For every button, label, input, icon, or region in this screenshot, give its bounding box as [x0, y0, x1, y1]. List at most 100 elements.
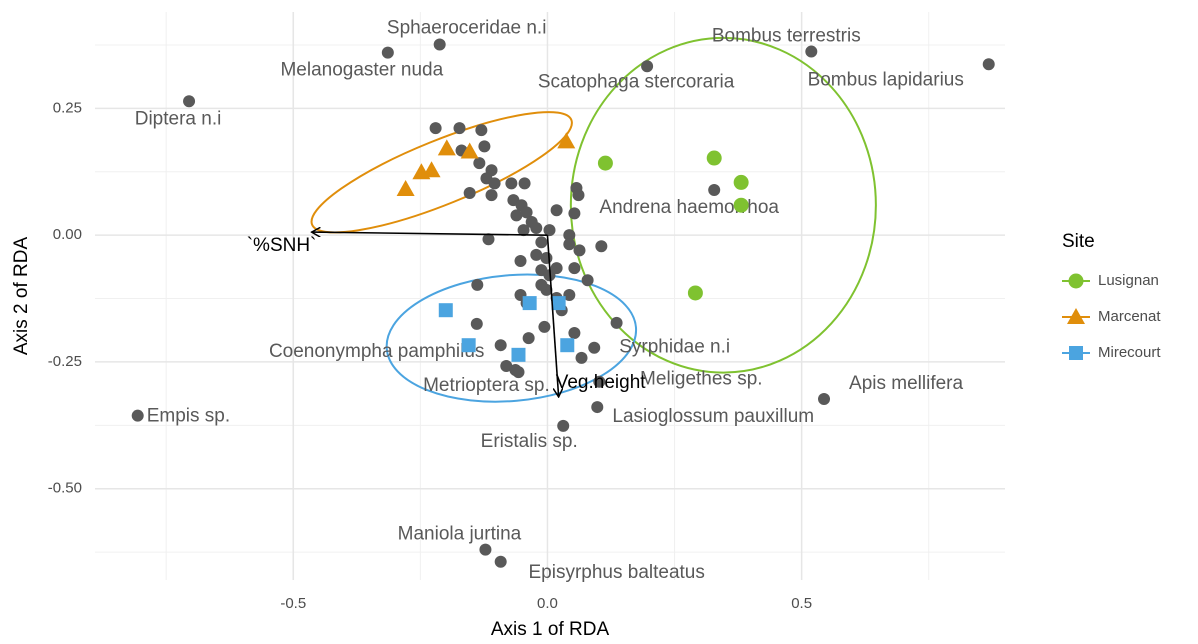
- species-point: [488, 177, 501, 190]
- site-point: [557, 132, 576, 149]
- site-point: [412, 163, 431, 180]
- site-point: [733, 197, 749, 213]
- species-point: [573, 244, 586, 257]
- species-point: [482, 233, 495, 246]
- species-point: [540, 251, 553, 264]
- species-point: [520, 206, 533, 219]
- arrow-label: `%SNH`: [247, 235, 317, 256]
- species-point: [475, 124, 488, 137]
- species-label: Coenonympha pamphilus: [269, 341, 484, 362]
- species-point: [550, 204, 563, 217]
- species-point: [557, 419, 570, 432]
- species-point: [470, 317, 483, 330]
- site-point: [597, 155, 613, 171]
- species-label: Syrphidae n.i: [619, 337, 730, 358]
- species-point: [568, 262, 581, 275]
- site-point: [422, 161, 441, 178]
- species-point: [593, 375, 606, 388]
- species-point: [568, 327, 581, 340]
- species-point: [453, 122, 466, 135]
- species-point: [591, 401, 604, 414]
- y-axis-title: Axis 2 of RDA: [11, 237, 32, 356]
- site-point: [522, 296, 537, 311]
- species-point: [818, 392, 831, 405]
- y-tick-label: -0.50: [48, 480, 82, 497]
- y-tick-label: 0.25: [53, 99, 82, 116]
- species-point: [588, 341, 601, 354]
- species-point: [500, 359, 513, 372]
- species-point: [530, 248, 543, 261]
- species-point: [494, 555, 507, 568]
- y-tick-label: -0.25: [48, 353, 82, 370]
- species-point: [514, 255, 527, 268]
- legend-marker: [1069, 346, 1083, 360]
- biplot-arrow: [546, 235, 558, 397]
- species-label: Sphaeroceridae n.i: [387, 17, 547, 38]
- species-label: Apis mellifera: [849, 373, 963, 394]
- species-point: [183, 95, 196, 108]
- species-label: Diptera n.i: [135, 108, 222, 129]
- species-point: [433, 38, 446, 51]
- legend-title: Site: [1062, 231, 1095, 252]
- species-label: Eristalis sp.: [481, 431, 578, 452]
- x-tick-label: -0.5: [280, 595, 306, 612]
- species-point: [641, 60, 654, 73]
- species-point: [595, 240, 608, 253]
- species-point: [471, 278, 484, 291]
- species-point: [485, 189, 498, 202]
- x-tick-label: 0.5: [791, 595, 812, 612]
- species-label: Bombus lapidarius: [808, 69, 964, 90]
- confidence-ellipse: [385, 273, 638, 403]
- site-point: [687, 285, 703, 301]
- site-point: [460, 142, 479, 159]
- species-label: Scatophaga stercoraria: [538, 71, 735, 92]
- y-tick-label: 0.00: [53, 226, 82, 243]
- species-label: Meligethes sp.: [640, 369, 763, 390]
- species-point: [543, 224, 556, 237]
- site-point: [733, 174, 749, 190]
- species-point: [572, 189, 585, 202]
- species-point: [131, 409, 144, 422]
- species-label: Metrioptera sp.: [423, 375, 550, 396]
- species-label: Andrena haemorrhoa: [599, 197, 779, 218]
- species-point: [610, 316, 623, 329]
- species-point: [575, 351, 588, 364]
- site-point: [396, 179, 415, 196]
- species-point: [510, 209, 523, 222]
- species-point: [381, 46, 394, 59]
- species-point: [479, 543, 492, 556]
- species-point: [473, 157, 486, 170]
- species-point: [568, 207, 581, 220]
- species-point: [563, 238, 576, 251]
- species-point: [463, 187, 476, 200]
- legend-label: Mirecourt: [1098, 344, 1161, 361]
- species-point: [522, 332, 535, 345]
- species-point: [982, 58, 995, 71]
- species-label: Episyrphus balteatus: [528, 562, 704, 583]
- species-label: Lasioglossum pauxillum: [612, 406, 814, 427]
- species-point: [563, 229, 576, 242]
- species-point: [563, 288, 576, 301]
- site-point: [560, 338, 575, 353]
- species-label: Melanogaster nuda: [280, 60, 443, 81]
- x-tick-label: 0.0: [537, 595, 558, 612]
- species-point: [478, 140, 491, 153]
- species-point: [538, 320, 551, 333]
- legend-label: Marcenat: [1098, 308, 1161, 325]
- site-point: [551, 296, 566, 311]
- species-point: [530, 222, 543, 235]
- species-point: [535, 236, 548, 249]
- species-point: [805, 45, 818, 58]
- species-point: [535, 278, 548, 291]
- site-point: [511, 347, 526, 362]
- site-point: [437, 139, 456, 156]
- legend-label: Lusignan: [1098, 272, 1159, 289]
- site-point: [706, 150, 722, 166]
- confidence-ellipse: [310, 111, 573, 234]
- species-label: Empis sp.: [147, 406, 230, 427]
- species-point: [494, 339, 507, 352]
- species-point: [509, 364, 522, 377]
- species-label: Bombus terrestris: [712, 26, 861, 47]
- species-point: [518, 177, 531, 190]
